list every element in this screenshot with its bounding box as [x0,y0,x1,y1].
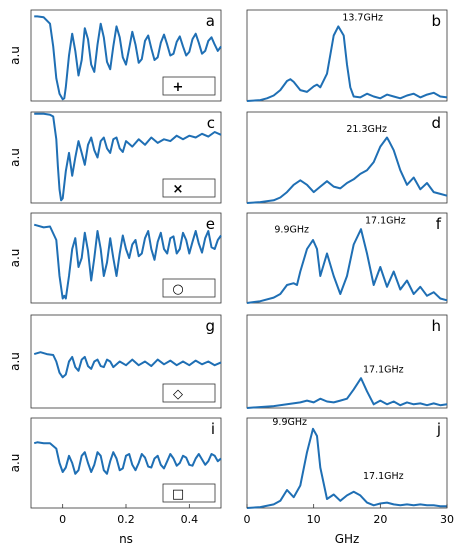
annotation-j-5: 9.9GHz [272,417,307,428]
panel-d-series-line [246,136,448,204]
annotation-d-1: 21.3GHz [346,124,387,135]
panel-b-frame [246,9,448,102]
panel-g-legend-box [162,383,216,403]
panel-g-y-label: a.u [8,352,22,371]
annotation-b-0: 13.7GHz [342,13,383,24]
panel-i-letter: i [211,420,215,438]
panel-b-series-line [246,25,448,102]
time-tick-label: 0.4 [181,513,199,526]
panel-a-series-line [34,15,222,101]
panel-i-legend-marker: □ [172,487,184,502]
panel-c-frame [30,111,222,204]
panel-h-frame [246,314,448,409]
panel-h-letter: h [431,317,441,335]
panel-c-letter: c [207,114,215,132]
panel-b-letter: b [431,12,441,30]
panel-g-series-line [33,351,222,379]
panel-j-series-line [246,427,447,509]
annotation-h-4: 17.1GHz [363,365,404,376]
panel-d-frame [246,111,448,204]
panel-i-series-line [33,441,222,475]
panel-a-frame [30,9,222,102]
time-tick-label: 0 [59,513,66,526]
freq-tick-label: 10 [307,513,321,526]
panel-e-legend-box [162,278,216,298]
panel-f-letter: f [436,215,442,233]
panel-g-legend-marker: ◇ [173,387,183,402]
panel-c-legend-box [162,178,216,198]
freq-x-axis-title: GHz [335,532,360,546]
annotation-f-2: 9.9GHz [274,225,309,236]
annotation-f-3: 17.1GHz [365,216,406,227]
time-tick-label: 0.2 [117,513,135,526]
panel-c-y-label: a.u [8,148,22,167]
panel-c-legend-marker: × [173,182,184,197]
panel-a-letter: a [206,12,215,30]
panel-g-letter: g [205,317,215,335]
panel-e-y-label: a.u [8,249,22,268]
panel-a-legend-marker: + [173,80,184,95]
panel-e-frame [30,212,222,304]
panel-c-series-line [34,112,222,202]
panel-i-legend-box [162,483,216,503]
panel-f-frame [246,212,448,304]
panel-d-letter: d [431,114,441,132]
panel-e-legend-marker: ○ [172,282,183,297]
panel-f-series-line [246,228,448,304]
panel-i-y-label: a.u [8,454,22,473]
time-x-axis-title: ns [119,532,133,546]
freq-tick-label: 0 [244,513,251,526]
panel-j-frame [246,417,448,509]
annotation-j-6: 17.1GHz [363,471,404,482]
panel-a-legend-box [162,76,216,96]
freq-tick-label: 30 [440,513,454,526]
panel-j-letter: j [436,420,441,438]
panel-g-frame [30,314,222,409]
panel-a-y-label: a.u [8,46,22,65]
panel-e-series-line [33,223,222,300]
panel-e-letter: e [206,215,215,233]
freq-tick-label: 20 [373,513,387,526]
panel-h-series-line [246,377,448,409]
